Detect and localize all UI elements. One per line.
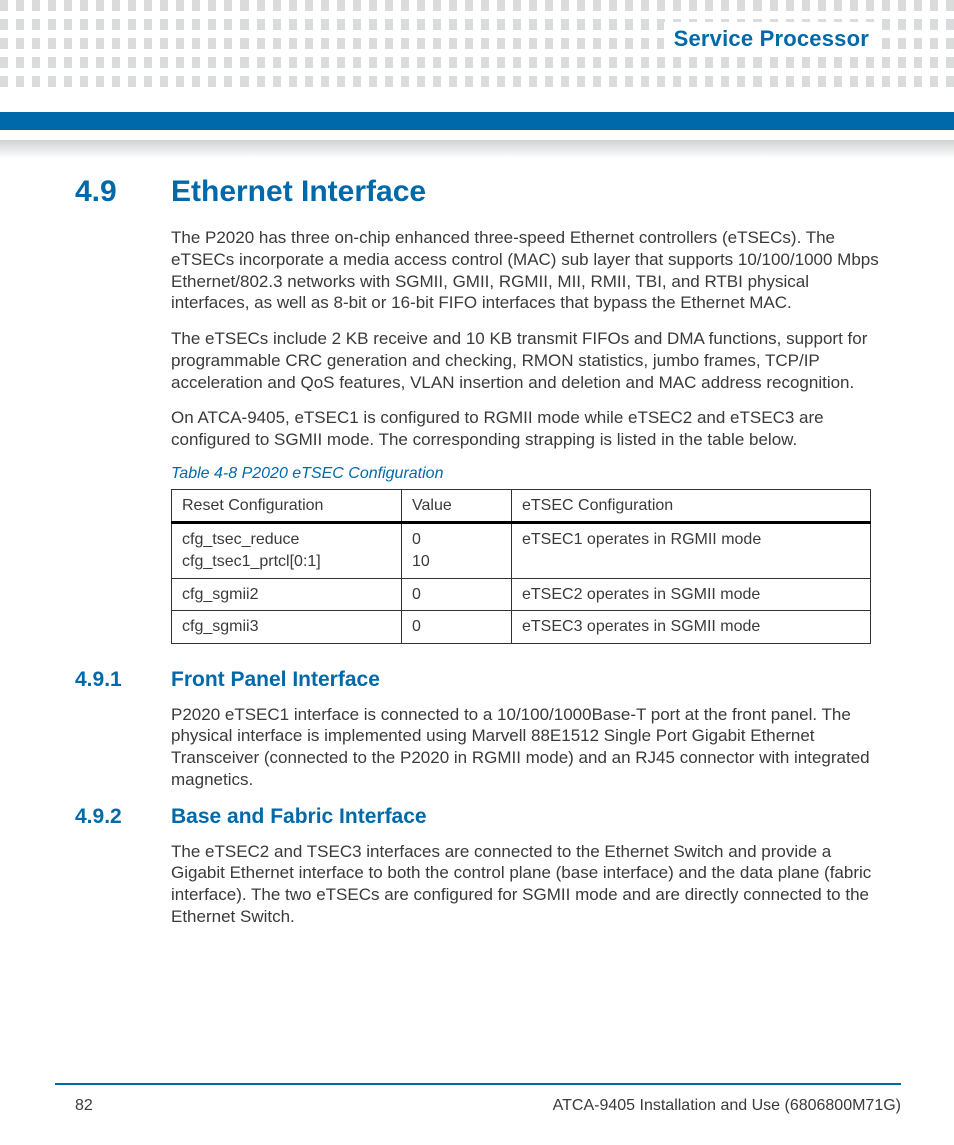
- header-section-label: Service Processor: [674, 26, 869, 51]
- table-cell: 0: [402, 578, 512, 611]
- page: Service Processor 4.9 Ethernet Interface…: [0, 0, 954, 1145]
- table-header-cell: eTSEC Configuration: [512, 489, 871, 523]
- header-section-box: Service Processor: [664, 22, 879, 56]
- table-caption: Table 4-8 P2020 eTSEC Configuration: [171, 465, 880, 483]
- table-cell: eTSEC1 operates in RGMII mode: [512, 523, 871, 578]
- paragraph: The eTSECs include 2 KB receive and 10 K…: [171, 328, 880, 393]
- paragraph: On ATCA-9405, eTSEC1 is configured to RG…: [171, 407, 880, 451]
- subsection-body: P2020 eTSEC1 interface is connected to a…: [171, 704, 880, 791]
- subsection-number: 4.9.1: [75, 668, 171, 692]
- table-row: cfg_sgmii30eTSEC3 operates in SGMII mode: [172, 611, 871, 644]
- paragraph: The eTSEC2 and TSEC3 interfaces are conn…: [171, 841, 880, 928]
- table-header-row: Reset Configuration Value eTSEC Configur…: [172, 489, 871, 523]
- subsection-heading: 4.9.1 Front Panel Interface: [75, 668, 880, 692]
- section-body: The P2020 has three on-chip enhanced thr…: [171, 227, 880, 644]
- table-cell: 0: [402, 611, 512, 644]
- table-cell: cfg_tsec_reducecfg_tsec1_prtcl[0:1]: [172, 523, 402, 578]
- subsection-heading: 4.9.2 Base and Fabric Interface: [75, 805, 880, 829]
- section-title: Ethernet Interface: [171, 175, 426, 209]
- table-header-cell: Reset Configuration: [172, 489, 402, 523]
- content-area: 4.9 Ethernet Interface The P2020 has thr…: [75, 175, 880, 942]
- section-heading: 4.9 Ethernet Interface: [75, 175, 880, 209]
- header-rule-blue: [0, 112, 954, 130]
- table-cell: cfg_sgmii2: [172, 578, 402, 611]
- page-footer: 82 ATCA-9405 Installation and Use (68068…: [55, 1097, 901, 1115]
- paragraph: The P2020 has three on-chip enhanced thr…: [171, 227, 880, 314]
- page-number: 82: [75, 1097, 93, 1115]
- subsection-number: 4.9.2: [75, 805, 171, 829]
- table-cell: eTSEC3 operates in SGMII mode: [512, 611, 871, 644]
- paragraph: P2020 eTSEC1 interface is connected to a…: [171, 704, 880, 791]
- table-row: cfg_sgmii20eTSEC2 operates in SGMII mode: [172, 578, 871, 611]
- table-cell: cfg_sgmii3: [172, 611, 402, 644]
- header-rule-gradient: [0, 140, 954, 158]
- subsection-title: Base and Fabric Interface: [171, 805, 427, 829]
- table-header-cell: Value: [402, 489, 512, 523]
- footer-rule: [55, 1083, 901, 1085]
- table-cell: eTSEC2 operates in SGMII mode: [512, 578, 871, 611]
- subsection-title: Front Panel Interface: [171, 668, 380, 692]
- subsection-body: The eTSEC2 and TSEC3 interfaces are conn…: [171, 841, 880, 928]
- etsec-config-table: Reset Configuration Value eTSEC Configur…: [171, 489, 871, 644]
- section-number: 4.9: [75, 175, 171, 209]
- document-id: ATCA-9405 Installation and Use (6806800M…: [553, 1097, 901, 1115]
- table-row: cfg_tsec_reducecfg_tsec1_prtcl[0:1]010eT…: [172, 523, 871, 578]
- table-cell: 010: [402, 523, 512, 578]
